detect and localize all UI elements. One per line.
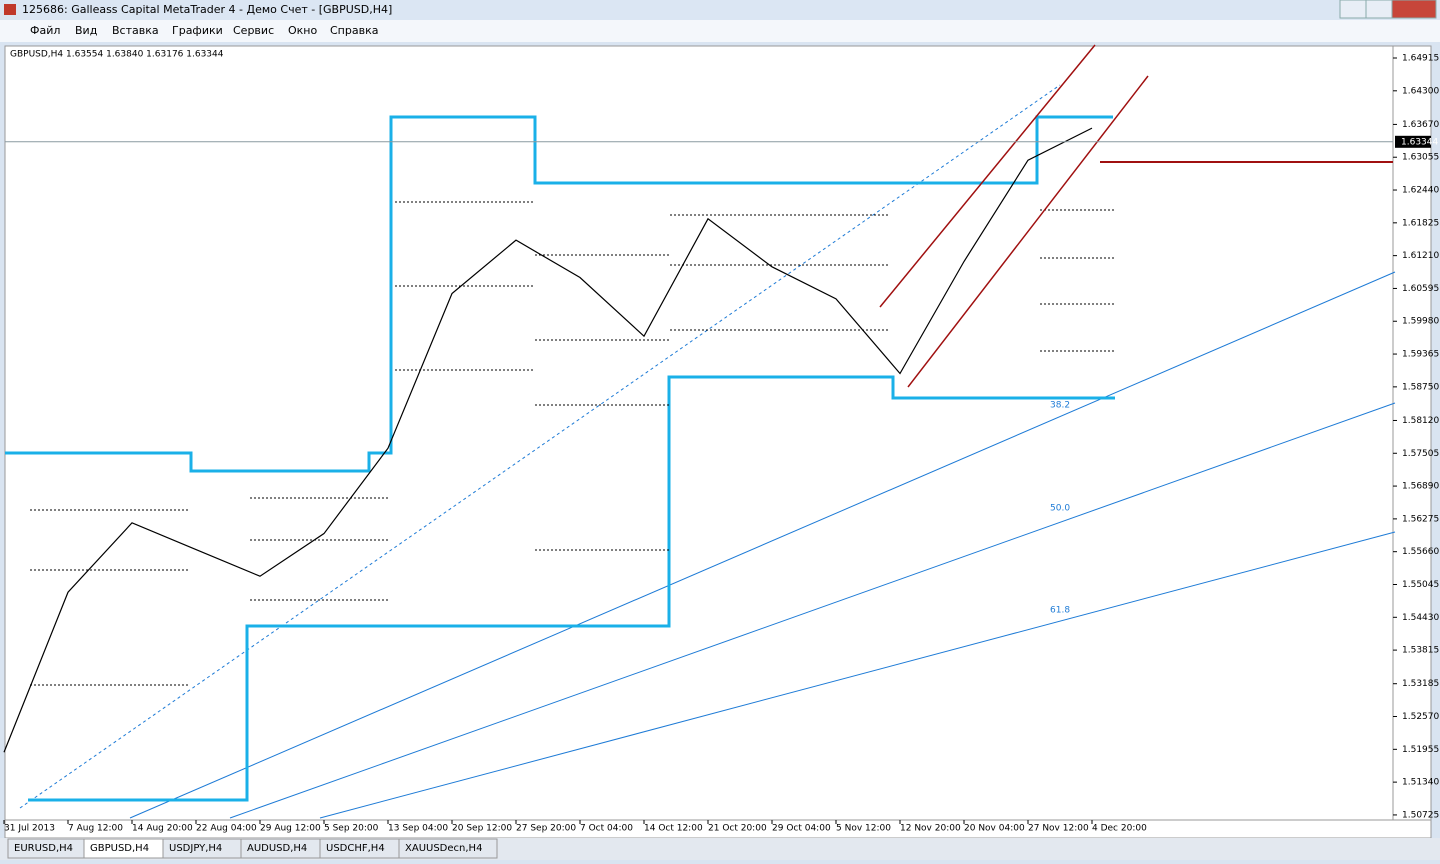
channel-low: [28, 375, 1115, 802]
trend-dashed: [19, 84, 1061, 809]
menu-item[interactable]: Справка: [330, 24, 378, 37]
y-tick-label: 1.64915: [1402, 54, 1439, 64]
x-tick-label: 5 Sep 20:00: [324, 824, 379, 834]
maximize[interactable]: [1365, 0, 1393, 19]
x-tick-label: 5 Nov 12:00: [836, 824, 891, 834]
y-tick-label: 1.55660: [1402, 547, 1439, 557]
tab[interactable]: [398, 838, 498, 859]
level-lines: [30, 201, 1115, 686]
y-tick-label: 1.59365: [1402, 350, 1439, 360]
y-tick-label: 1.56890: [1402, 482, 1439, 492]
last-price-box: [1395, 135, 1431, 148]
y-tick-label: 1.61825: [1402, 218, 1439, 228]
y-tick-label: 1.59980: [1402, 317, 1439, 327]
x-tick-label: 22 Aug 04:00: [196, 824, 257, 834]
y-tick-label: 1.64300: [1402, 86, 1439, 96]
channel-high: [5, 115, 1113, 473]
x-tick-label: 4 Dec 20:00: [1092, 824, 1147, 834]
fib-label: 61.8: [1050, 606, 1070, 616]
x-tick-label: 29 Aug 12:00: [260, 824, 321, 834]
tab-label[interactable]: GBPUSD,H4: [90, 843, 149, 854]
menu-item[interactable]: Сервис: [233, 24, 274, 37]
plot-area: [4, 45, 1394, 821]
x-tick-label: 29 Oct 04:00: [772, 824, 831, 834]
y-tick-label: 1.54430: [1402, 613, 1439, 623]
last-price-label: 1.63344: [1401, 137, 1438, 147]
price-axis: [1392, 45, 1432, 821]
y-tick-label: 1.50725: [1402, 810, 1439, 820]
y-tick-label: 1.55045: [1402, 580, 1439, 590]
fib-label: 50.0: [1050, 504, 1070, 514]
y-tick-label: 1.53815: [1402, 646, 1439, 656]
x-tick-label: 21 Oct 20:00: [708, 824, 767, 834]
menu-bar: [0, 20, 1440, 42]
x-tick-label: 20 Nov 04:00: [964, 824, 1025, 834]
window-title: 125686: Galleass Capital MetaTrader 4 - …: [22, 3, 392, 16]
menu-item[interactable]: Окно: [288, 24, 317, 37]
tab-label[interactable]: USDCHF,H4: [326, 843, 385, 854]
red-channel: [907, 75, 1149, 388]
y-tick-label: 1.56275: [1402, 514, 1439, 524]
y-tick-label: 1.61210: [1402, 251, 1439, 261]
y-tick-label: 1.58120: [1402, 416, 1439, 426]
tab-label[interactable]: AUDUSD,H4: [247, 843, 307, 854]
x-tick-label: 27 Sep 20:00: [516, 824, 576, 834]
title-bar: [0, 0, 1440, 20]
drawings: [5, 44, 1396, 819]
x-tick-label: 7 Oct 04:00: [580, 824, 633, 834]
red-channel: [879, 44, 1096, 308]
y-tick-label: 1.58750: [1402, 382, 1439, 392]
x-tick-label: 13 Sep 04:00: [388, 824, 448, 834]
minimize[interactable]: [1339, 0, 1367, 19]
y-tick-label: 1.62440: [1402, 186, 1439, 196]
x-tick-label: 7 Aug 12:00: [68, 824, 123, 834]
close[interactable]: [1391, 0, 1437, 19]
tab-label[interactable]: EURUSD,H4: [14, 843, 73, 854]
y-tick-label: 1.63670: [1402, 120, 1439, 130]
menu-item[interactable]: Вставка: [112, 24, 159, 37]
tab-label[interactable]: XAUUSDecn,H4: [405, 843, 482, 854]
x-tick-label: 31 Jul 2013: [4, 824, 55, 834]
y-tick-label: 1.51955: [1402, 745, 1439, 755]
y-tick-label: 1.63055: [1402, 153, 1439, 163]
chart-header: GBPUSD,H4 1.63554 1.63840 1.63176 1.6334…: [10, 50, 224, 60]
menu-item[interactable]: Файл: [30, 24, 60, 37]
x-tick-label: 14 Aug 20:00: [132, 824, 193, 834]
tab-label[interactable]: USDJPY,H4: [169, 843, 222, 854]
x-tick-label: 14 Oct 12:00: [644, 824, 703, 834]
x-tick-label: 27 Nov 12:00: [1028, 824, 1089, 834]
fib-label: 38.2: [1050, 401, 1070, 411]
menu-item[interactable]: Графики: [172, 24, 223, 37]
x-tick-label: 20 Sep 12:00: [452, 824, 512, 834]
y-tick-label: 1.51340: [1402, 778, 1439, 788]
y-tick-label: 1.52570: [1402, 712, 1439, 722]
fib-fan: [319, 531, 1396, 819]
price-line: [3, 127, 1093, 753]
fib-fan: [129, 271, 1396, 819]
menu-item[interactable]: Вид: [75, 24, 98, 37]
y-tick-label: 1.57505: [1402, 449, 1439, 459]
app-icon: [4, 4, 16, 15]
y-tick-label: 1.53185: [1402, 679, 1439, 689]
fib-fan: [229, 402, 1396, 819]
x-tick-label: 12 Nov 20:00: [900, 824, 961, 834]
y-tick-label: 1.60595: [1402, 284, 1439, 294]
axis-labels: 1.64915 1.64300 1.63670 1.63055 1.62440 1.618…: [4, 54, 1439, 834]
